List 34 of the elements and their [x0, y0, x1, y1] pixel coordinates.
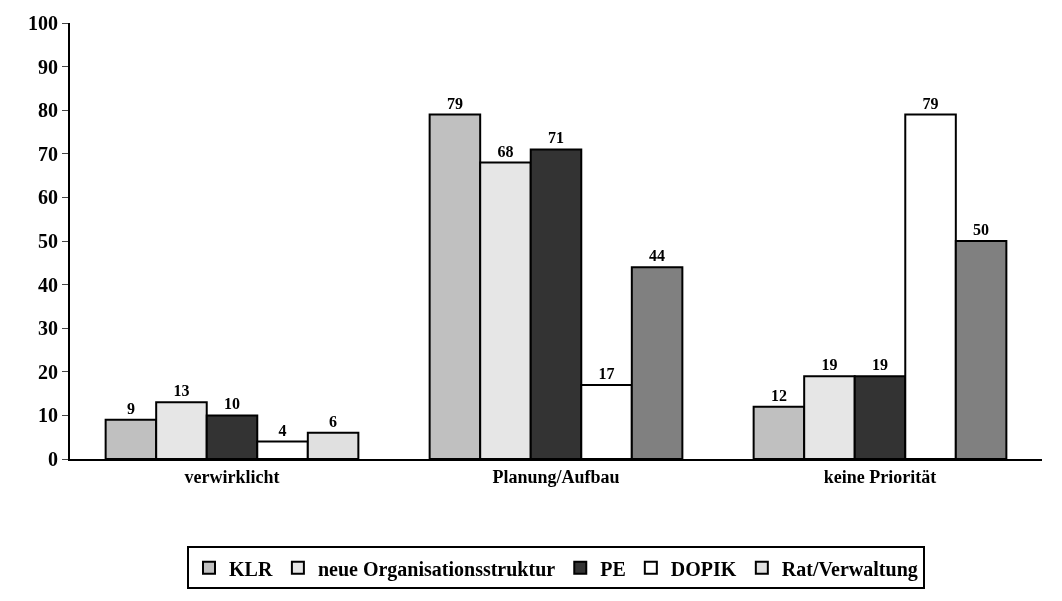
y-tick-label: 40 — [38, 273, 58, 296]
data-label: 50 — [973, 221, 990, 238]
data-label: 17 — [598, 364, 615, 382]
data-label: 68 — [497, 142, 514, 160]
data-label: 4 — [278, 421, 287, 439]
data-label: 12 — [770, 386, 787, 404]
x-tick-label: Planung/Aufbau — [492, 466, 620, 487]
y-tick-label: 60 — [38, 186, 58, 209]
y-tick-label: 50 — [38, 230, 58, 252]
y-tick-label: 100 — [28, 12, 58, 34]
y-tick-label: 0 — [48, 448, 58, 470]
data-label: 79 — [446, 94, 463, 112]
y-tick-label: 80 — [38, 99, 58, 122]
y-tick-label: 30 — [38, 317, 58, 340]
legend-label: KLR — [229, 557, 273, 580]
legend-label: Rat/Verwaltung — [781, 557, 918, 581]
x-tick-label: verwirklicht — [184, 466, 280, 487]
y-tick-label: 90 — [38, 55, 58, 78]
data-label: 10 — [224, 395, 240, 413]
y-tick-label: 10 — [38, 404, 58, 427]
data-label: 13 — [173, 382, 190, 400]
data-label: 44 — [649, 247, 666, 265]
x-tick-label: keine Priorität — [823, 466, 937, 487]
data-label: 19 — [821, 356, 838, 374]
legend-label: neue Organisationsstruktur — [317, 557, 556, 581]
legend-label: DOPIK — [670, 557, 737, 580]
y-tick-label: 70 — [38, 142, 58, 165]
data-label: 71 — [548, 129, 564, 147]
data-label: 6 — [329, 412, 338, 430]
data-label: 19 — [872, 356, 888, 374]
data-label: 79 — [922, 94, 939, 112]
y-tick-label: 20 — [38, 360, 58, 383]
legend-label: PE — [600, 557, 626, 580]
data-label: 9 — [126, 399, 135, 417]
